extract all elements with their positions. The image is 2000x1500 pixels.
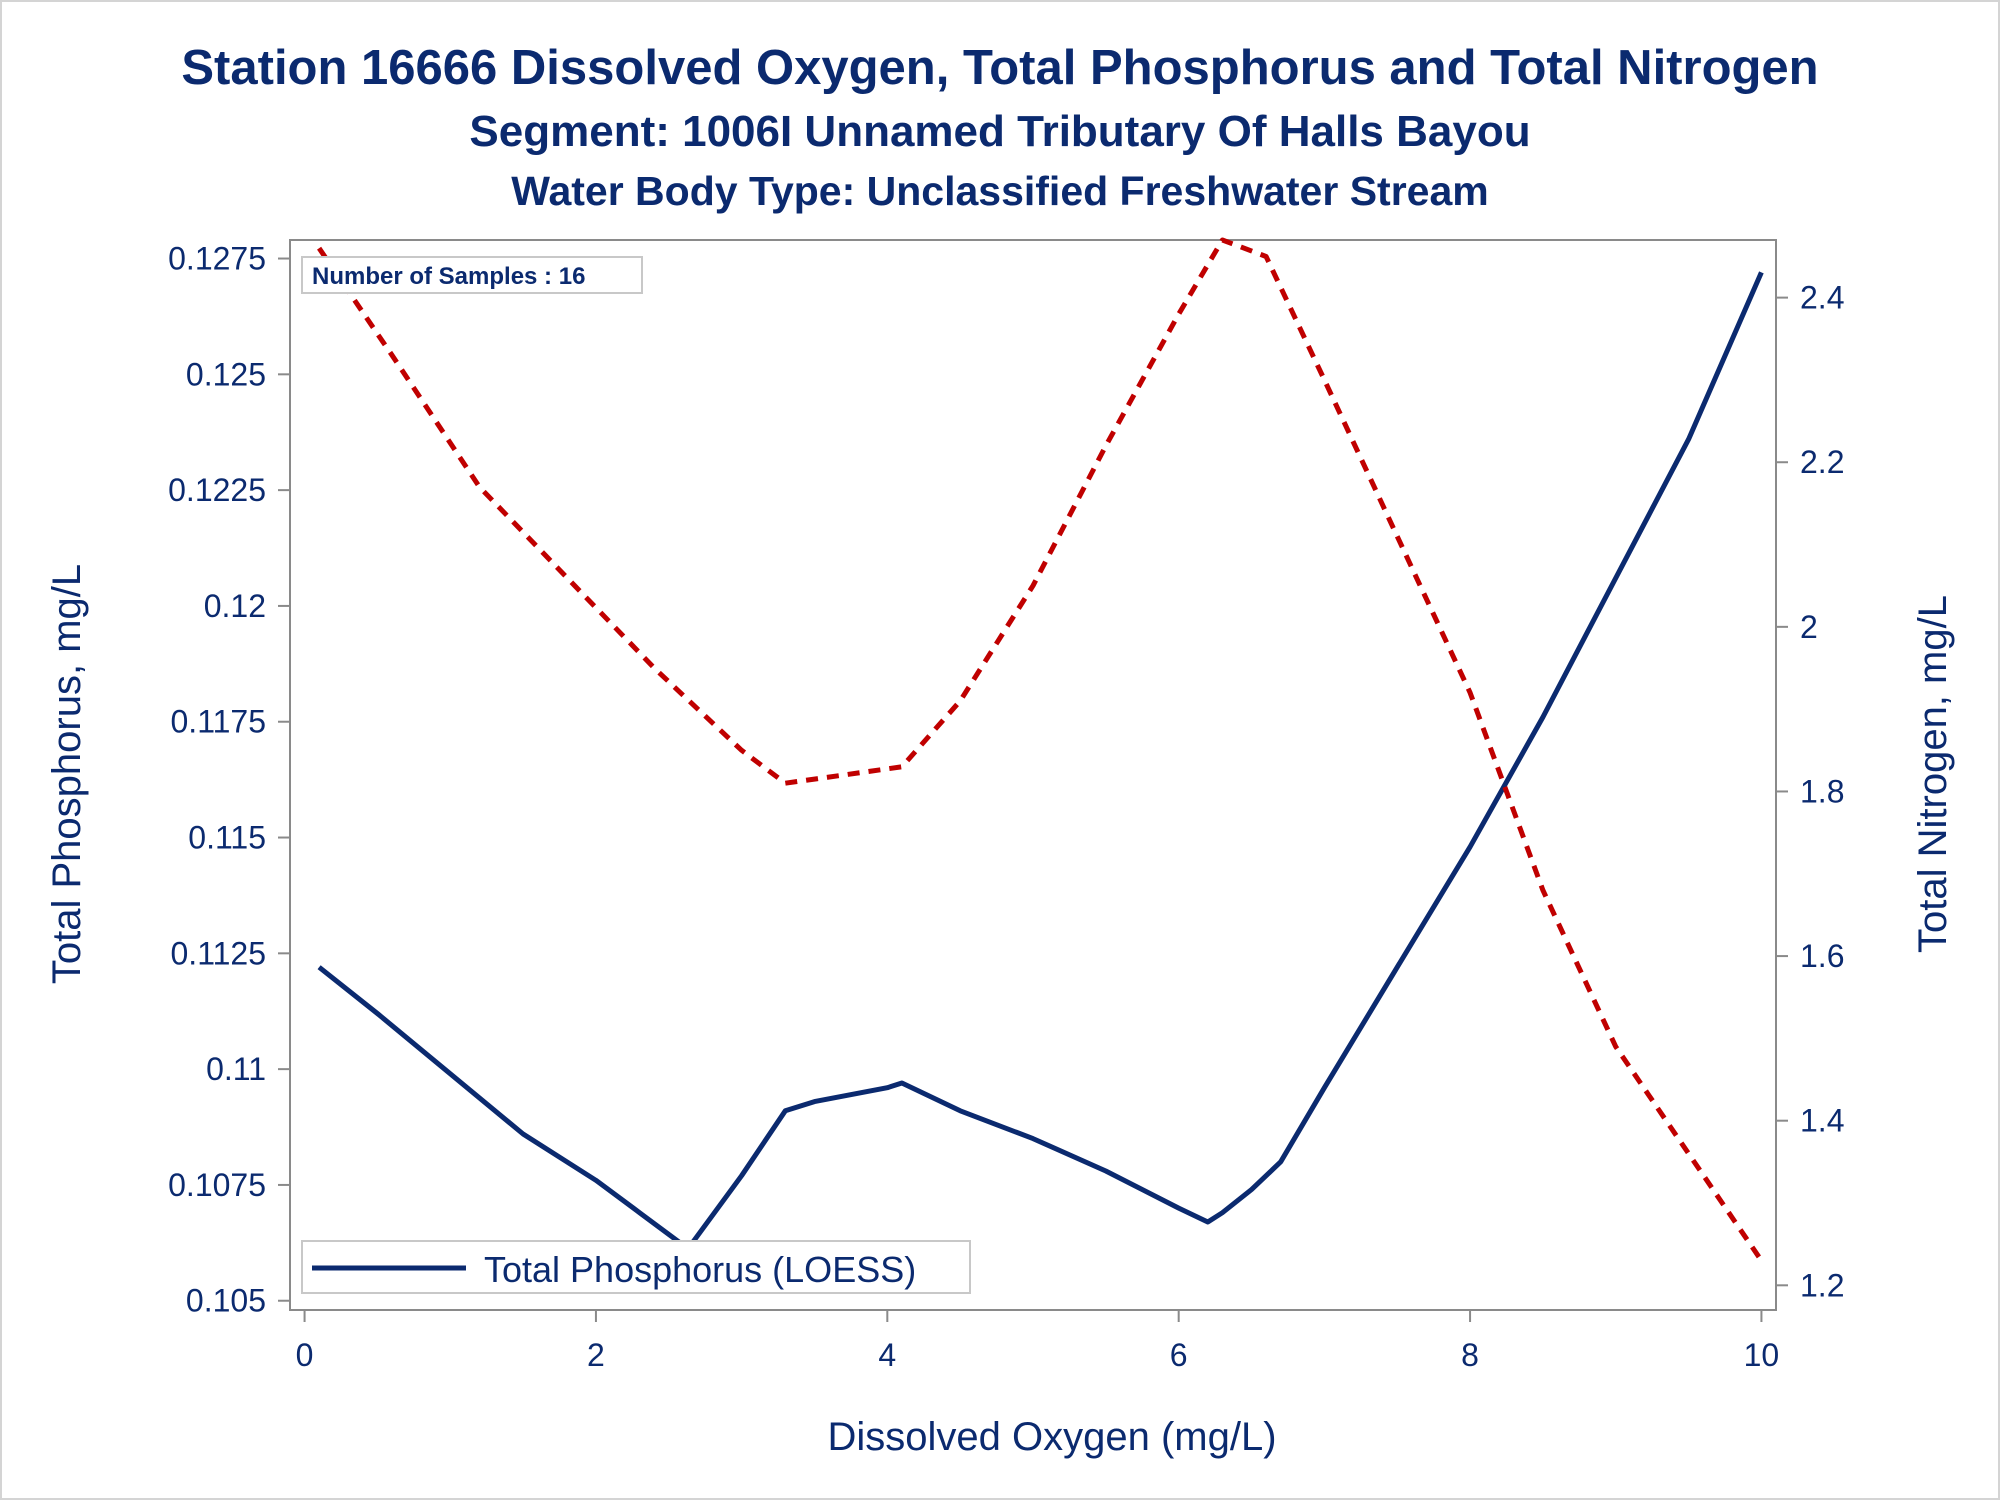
y-right-tick-label: 1.2: [1800, 1267, 1844, 1303]
x-axis-label: Dissolved Oxygen (mg/L): [827, 1415, 1276, 1459]
chart-title: Station 16666 Dissolved Oxygen, Total Ph…: [181, 41, 1819, 95]
y-left-tick-label: 0.11: [206, 1051, 266, 1087]
chart-subtitle-2: Water Body Type: Unclassified Freshwater…: [511, 168, 1489, 214]
x-tick-label: 0: [296, 1337, 314, 1373]
x-axis: 0 2 4 6 8 10: [296, 1310, 1780, 1373]
y-left-tick-label: 0.125: [186, 356, 266, 392]
y-right-tick-label: 1.8: [1800, 773, 1844, 809]
samples-annotation: Number of Samples : 16: [301, 256, 643, 294]
y-axis-left: 0.105 0.1075 0.11 0.1125 0.115 0.1175 0.12 0.12…: [168, 241, 290, 1319]
legend: Total Phosphorus (LOESS): [301, 1240, 971, 1294]
y-axis-left-label: Total Phosphorus, mg/L: [45, 564, 89, 984]
series-line-phosphorus: [317, 271, 1764, 1248]
y-axis-right-label: Total Nitrogen, mg/L: [1911, 595, 1955, 953]
x-tick-label: 2: [587, 1337, 605, 1373]
y-left-tick-label: 0.1175: [171, 704, 267, 740]
y-left-tick-label: 0.115: [188, 820, 266, 856]
y-right-tick-label: 1.6: [1800, 938, 1844, 974]
legend-label-phosphorus: Total Phosphorus (LOESS): [484, 1249, 916, 1290]
plot-area: [289, 239, 1777, 1311]
y-left-tick-label: 0.1075: [168, 1167, 266, 1203]
y-right-tick-label: 2: [1800, 609, 1818, 645]
chart-subtitle: Segment: 1006I Unnamed Tributary Of Hall…: [469, 107, 1531, 156]
y-left-tick-label: 0.105: [186, 1283, 266, 1319]
y-left-tick-label: 0.1275: [168, 241, 266, 277]
y-left-tick-label: 0.1225: [168, 472, 266, 508]
x-tick-label: 6: [1170, 1337, 1188, 1373]
y-right-tick-label: 1.4: [1800, 1103, 1844, 1139]
series-line-nitrogen: [317, 237, 1764, 1263]
x-tick-label: 4: [878, 1337, 896, 1373]
y-right-tick-label: 2.4: [1800, 280, 1844, 316]
series-group: [317, 237, 1764, 1263]
y-left-tick-label: 0.12: [204, 588, 266, 624]
x-tick-label: 10: [1744, 1337, 1780, 1373]
samples-annotation-text: Number of Samples : 16: [312, 263, 585, 290]
y-right-tick-label: 2.2: [1800, 444, 1844, 480]
y-axis-right: 1.2 1.4 1.6 1.8 2 2.2 2.4: [1776, 280, 1844, 1303]
x-tick-label: 8: [1461, 1337, 1479, 1373]
y-left-tick-label: 0.1125: [171, 935, 267, 971]
